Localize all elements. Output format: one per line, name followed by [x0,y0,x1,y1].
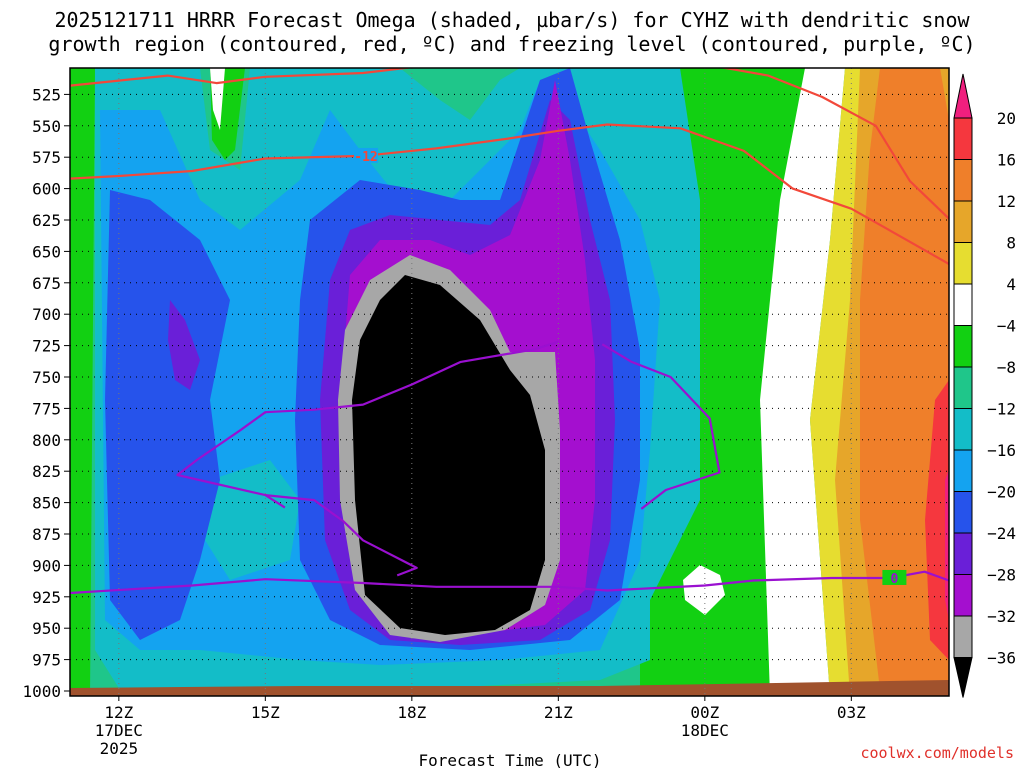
y-tick-label: 700 [32,305,61,324]
colorbar-label: −24 [987,524,1016,543]
y-tick-label: 750 [32,368,61,387]
colorbar-bin [953,117,973,160]
purple-contour-line [70,570,949,595]
temperature-contours: -12 0 [70,68,949,595]
colorbar-arrow-top [953,73,973,119]
colorbar-label: −20 [987,483,1016,502]
x-tick-label: 2025 [100,739,139,758]
colorbar-label: −36 [987,649,1016,668]
colorbar: 20 16 12 8 4 −4 −8 −12 −16 −20 −24 −28 −32 −36 [953,73,1016,698]
colorbar-label: 12 [997,192,1016,211]
colorbar-label: 16 [997,151,1016,170]
y-tick-label: 800 [32,431,61,450]
x-tick-label: 17DEC [95,721,143,740]
colorbar-label: −4 [997,317,1016,336]
contour-label: 0 [890,572,898,587]
colorbar-label: −8 [997,358,1016,377]
contour-label: -12 [354,150,377,165]
y-tick-label: 550 [32,117,61,136]
title-line-1: 2025121711 HRRR Forecast Omega (shaded, … [54,8,970,32]
contour-label-bg [354,147,378,163]
y-tick-label: 675 [32,274,61,293]
contour-label-bg [882,569,907,585]
y-tick-label: 625 [32,211,61,230]
x-tick-label: 00Z [690,703,719,722]
red-contour-line [70,123,949,265]
y-tick-label: 525 [32,85,61,104]
y-tick-label: 1000 [22,682,61,701]
colorbar-arrow-bottom [953,657,973,698]
colorbar-bin [953,574,973,617]
x-tick-label: 18DEC [681,721,729,740]
purple-contour-line [176,340,559,509]
y-tick-label: 975 [32,651,61,670]
colorbar-label: 8 [1006,234,1016,253]
colorbar-bin [953,325,973,368]
colorbar-bin [953,242,973,285]
y-tick-label: 775 [32,399,61,418]
gridlines [70,68,949,696]
colorbar-label: −28 [987,566,1016,585]
colorbar-bin [953,491,973,534]
plot-frame [69,67,950,697]
colorbar-bin [953,532,973,575]
y-tick-label: 875 [32,525,61,544]
y-tick-label: 650 [32,242,61,261]
colorbar-label: −32 [987,607,1016,626]
pressure-axis: 525 550 575 600 625 650 675 700 725 750 775 800 825 8… [22,85,70,701]
credit-link[interactable]: coolwx.com/models [860,744,1014,762]
x-axis-label: Forecast Time (UTC) [418,751,601,768]
colorbar-bin [953,408,973,451]
y-tick-label: 950 [32,619,61,638]
colorbar-label: 20 [997,109,1016,128]
x-tick-label: 21Z [544,703,573,722]
y-tick-label: 600 [32,180,61,199]
x-tick-label: 03Z [837,703,866,722]
colorbar-bin [953,159,973,202]
x-tick-label: 12Z [104,703,133,722]
x-tick-label: 15Z [251,703,280,722]
purple-contour-line [265,494,418,577]
colorbar-bin [953,366,973,409]
red-contour-line [70,68,949,220]
colorbar-bin [953,449,973,492]
omega-shaded-field [70,68,949,696]
title-line-2: growth region (contoured, red, ºC) and f… [48,32,976,56]
purple-contour-line [601,343,721,510]
x-tick-label: 18Z [397,703,426,722]
colorbar-bin [953,615,973,658]
y-tick-label: 925 [32,588,61,607]
colorbar-label: −16 [987,441,1016,460]
y-tick-label: 900 [32,556,61,575]
colorbar-bin [953,200,973,243]
y-tick-label: 725 [32,337,61,356]
colorbar-bin [953,283,973,326]
y-tick-label: 825 [32,462,61,481]
y-tick-label: 850 [32,494,61,513]
y-tick-label: 575 [32,148,61,167]
colorbar-label: 4 [1006,275,1016,294]
colorbar-label: −12 [987,400,1016,419]
